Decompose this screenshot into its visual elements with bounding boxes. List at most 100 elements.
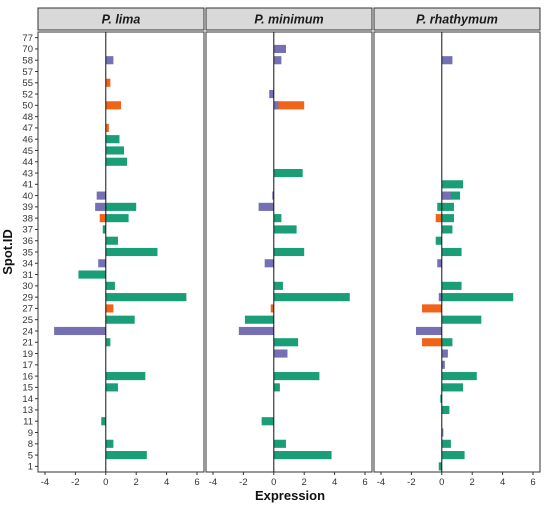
y-tick-label: 31	[22, 270, 33, 281]
facet-panels	[37, 31, 541, 473]
x-tick-label: 6	[362, 477, 367, 488]
x-tick-label: -4	[209, 477, 217, 488]
y-tick-label: 36	[22, 236, 33, 247]
x-tick-label: 6	[530, 477, 535, 488]
bar	[273, 293, 350, 302]
facet-strip	[205, 7, 373, 31]
y-tick-label: 46	[22, 134, 33, 145]
bar	[105, 214, 129, 223]
bar	[101, 417, 106, 426]
x-tick-label: 2	[134, 477, 139, 488]
y-tick-label: 17	[22, 360, 33, 371]
y-tick-label: 25	[22, 315, 33, 326]
y-tick-label: 30	[22, 281, 33, 292]
bar	[273, 247, 305, 257]
y-tick-label: 9	[28, 428, 33, 439]
y-tick-label: 55	[22, 78, 33, 89]
bar	[105, 236, 118, 245]
bar	[270, 304, 274, 313]
bar	[54, 326, 106, 336]
bar	[415, 326, 442, 336]
bar	[78, 270, 106, 279]
bar	[441, 202, 454, 211]
y-tick-label: 57	[22, 67, 33, 78]
bar	[272, 191, 274, 200]
bar	[441, 439, 451, 448]
bar	[105, 135, 120, 144]
bar	[441, 56, 453, 65]
y-tick-label: 1	[28, 462, 33, 473]
bar	[105, 78, 111, 87]
bar	[238, 326, 274, 336]
bar	[273, 349, 288, 358]
bar	[437, 259, 442, 268]
bar	[105, 338, 111, 347]
bar	[441, 428, 444, 437]
bar	[273, 439, 286, 448]
bar	[264, 259, 274, 268]
bar	[105, 451, 147, 460]
bar	[273, 383, 280, 392]
bar	[105, 383, 118, 392]
bar	[441, 225, 453, 234]
y-tick-label: 40	[22, 191, 33, 202]
y-axis-title: Spot.ID	[0, 229, 15, 275]
bar	[105, 56, 114, 65]
bar	[273, 168, 303, 178]
bar	[441, 349, 448, 358]
x-tick-label: -4	[41, 477, 49, 488]
bar	[273, 101, 279, 110]
y-tick-label: 52	[22, 89, 33, 100]
facet-title: P. minimum	[254, 13, 323, 27]
bar	[422, 338, 442, 347]
y-tick-label: 27	[22, 304, 33, 315]
y-tick-label: 48	[22, 112, 33, 123]
y-tick-label: 15	[22, 383, 33, 394]
y-tick-label: 5	[28, 450, 33, 461]
bar	[438, 293, 442, 302]
y-tick-label: 70	[22, 44, 33, 55]
bar	[437, 202, 442, 211]
bar	[441, 214, 454, 223]
bar	[440, 394, 442, 403]
bar	[441, 180, 464, 189]
facet-strip	[373, 7, 541, 31]
bar	[441, 405, 450, 415]
bar	[441, 372, 477, 381]
bar	[105, 304, 114, 313]
y-tick-label: 14	[22, 394, 33, 405]
bar	[441, 247, 462, 257]
bar	[441, 315, 482, 324]
bar	[258, 202, 274, 211]
y-tick-label: 58	[22, 56, 33, 67]
facet-title: P. rhathymum	[416, 13, 498, 27]
bar	[102, 225, 106, 234]
bar	[438, 462, 442, 471]
facet-panel	[205, 31, 373, 473]
bar	[273, 214, 282, 223]
bar	[105, 281, 115, 290]
y-tick-label: 38	[22, 213, 33, 224]
y-tick-label: 19	[22, 349, 33, 360]
bar	[244, 315, 274, 324]
bar	[261, 417, 274, 426]
bar	[105, 372, 146, 381]
y-tick-label: 34	[22, 259, 33, 270]
x-tick-label: 6	[194, 477, 199, 488]
bar	[441, 451, 465, 460]
y-axis: 1589111314151617192124252729303134353637…	[22, 33, 38, 473]
x-tick-label: -4	[377, 477, 385, 488]
y-tick-label: 47	[22, 123, 33, 134]
bar	[99, 214, 106, 223]
bar	[273, 225, 297, 234]
y-tick-label: 21	[22, 338, 33, 349]
facet-panel	[37, 31, 205, 473]
bar	[273, 338, 299, 347]
y-tick-label: 16	[22, 371, 33, 382]
y-tick-label: 11	[23, 417, 33, 428]
bar	[105, 293, 187, 302]
y-tick-label: 35	[22, 247, 33, 258]
x-tick-label: 2	[302, 477, 307, 488]
bar	[422, 304, 442, 313]
bar	[269, 89, 274, 99]
